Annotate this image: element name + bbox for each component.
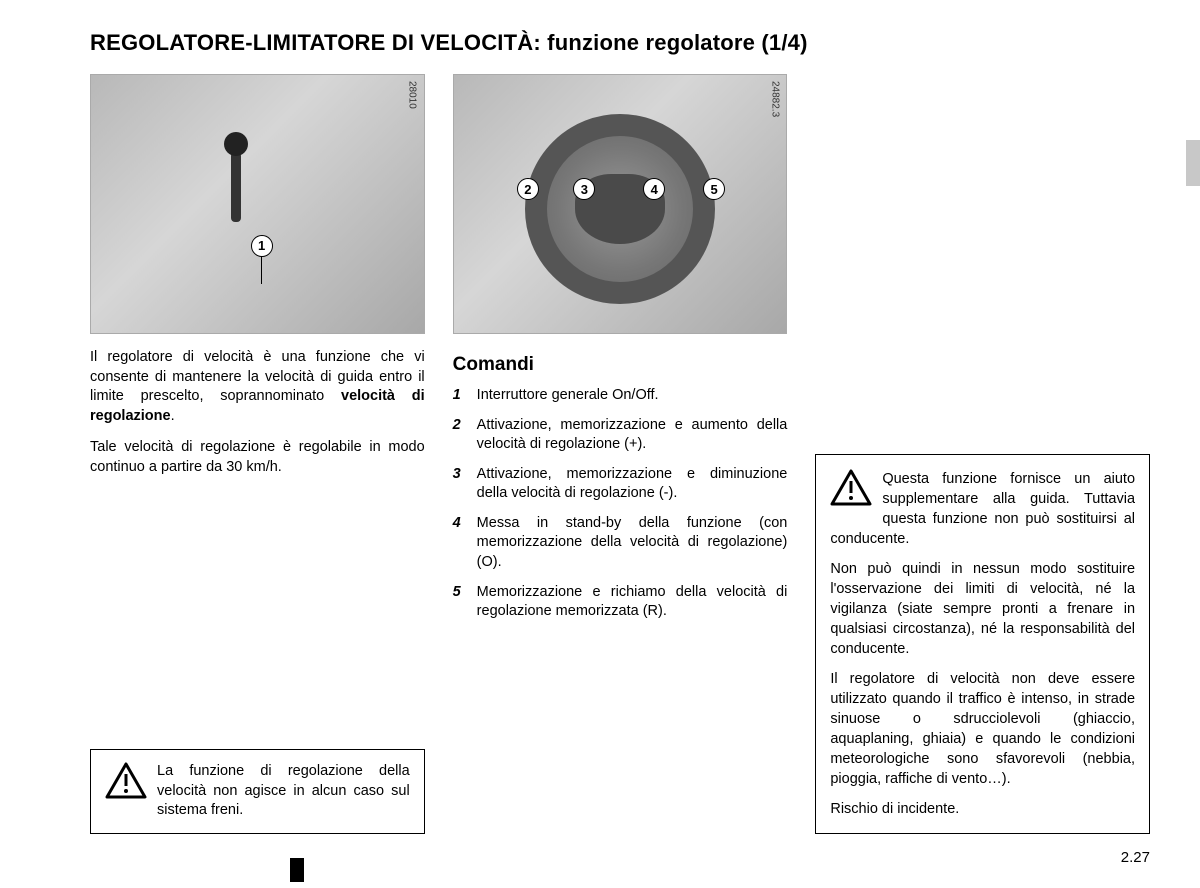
warning-text: Questa funzione fornisce un aiuto supple… <box>830 471 1135 547</box>
thumb-tab <box>1186 140 1200 186</box>
command-text: Attivazione, memorizzazione e diminuzion… <box>477 465 788 504</box>
intro-paragraph-1: Il regolatore di velocità è una funzione… <box>90 348 425 426</box>
command-text: Interruttore generale On/Off. <box>477 386 788 406</box>
text: . <box>171 408 175 424</box>
command-number: 5 <box>453 583 467 622</box>
command-number: 3 <box>453 465 467 504</box>
callout-5: 5 <box>703 178 725 200</box>
callout-2: 2 <box>517 178 539 200</box>
command-item: 4 Messa in stand-by della funzione (con … <box>453 514 788 573</box>
command-text: Messa in stand-by della funzione (con me… <box>477 514 788 573</box>
warning-paragraph-4: Rischio di incidente. <box>830 799 1135 819</box>
command-item: 2 Attivazione, memorizzazione e aumento … <box>453 416 788 455</box>
command-text: Memorizzazione e richiamo della velocità… <box>477 583 788 622</box>
figure-gearshift: 28010 1 <box>90 74 425 334</box>
warning-text: La funzione di regolazione della velocit… <box>157 763 410 818</box>
figure-id: 24882.3 <box>769 81 780 117</box>
warning-icon <box>830 469 872 507</box>
content-columns: 28010 1 Il regolatore di velocità è una … <box>90 74 1150 834</box>
intro-paragraph-2: Tale velocità di regolazione è regolabil… <box>90 438 425 477</box>
command-number: 4 <box>453 514 467 573</box>
gearknob-graphic <box>224 132 248 156</box>
warning-content: La funzione di regolazione della velocit… <box>105 762 410 821</box>
commands-list: 1 Interruttore generale On/Off. 2 Attiva… <box>453 386 788 632</box>
command-text: Attivazione, memorizzazione e aumento de… <box>477 416 788 455</box>
column-middle: 24882.3 2 3 4 5 Comandi 1 Interruttore g… <box>453 74 788 834</box>
column-right: Questa funzione fornisce un aiuto supple… <box>815 74 1150 834</box>
page-title: REGOLATORE-LIMITATORE DI VELOCITÀ: funzi… <box>90 30 1150 56</box>
figure-id: 28010 <box>407 81 418 109</box>
page-number: 2.27 <box>1121 849 1150 866</box>
command-number: 1 <box>453 386 467 406</box>
command-number: 2 <box>453 416 467 455</box>
command-item: 3 Attivazione, memorizzazione e diminuzi… <box>453 465 788 504</box>
warning-box-left: La funzione di regolazione della velocit… <box>90 749 425 834</box>
commands-heading: Comandi <box>453 354 788 376</box>
warning-paragraph-3: Il regolatore di velocità non deve esser… <box>830 669 1135 789</box>
callout-line <box>261 256 263 284</box>
warning-paragraph-2: Non può quindi in nessun modo sostituire… <box>830 559 1135 659</box>
command-item: 1 Interruttore generale On/Off. <box>453 386 788 406</box>
warning-icon <box>105 762 147 800</box>
gearshift-graphic <box>231 152 241 222</box>
callout-1: 1 <box>251 235 273 257</box>
spacer <box>815 74 1150 454</box>
warning-box-right: Questa funzione fornisce un aiuto supple… <box>815 454 1150 834</box>
column-left: 28010 1 Il regolatore di velocità è una … <box>90 74 425 834</box>
footer-mark <box>290 858 304 882</box>
figure-steering-wheel: 24882.3 2 3 4 5 <box>453 74 788 334</box>
warning-paragraph-1: Questa funzione fornisce un aiuto supple… <box>830 469 1135 549</box>
command-item: 5 Memorizzazione e richiamo della veloci… <box>453 583 788 622</box>
